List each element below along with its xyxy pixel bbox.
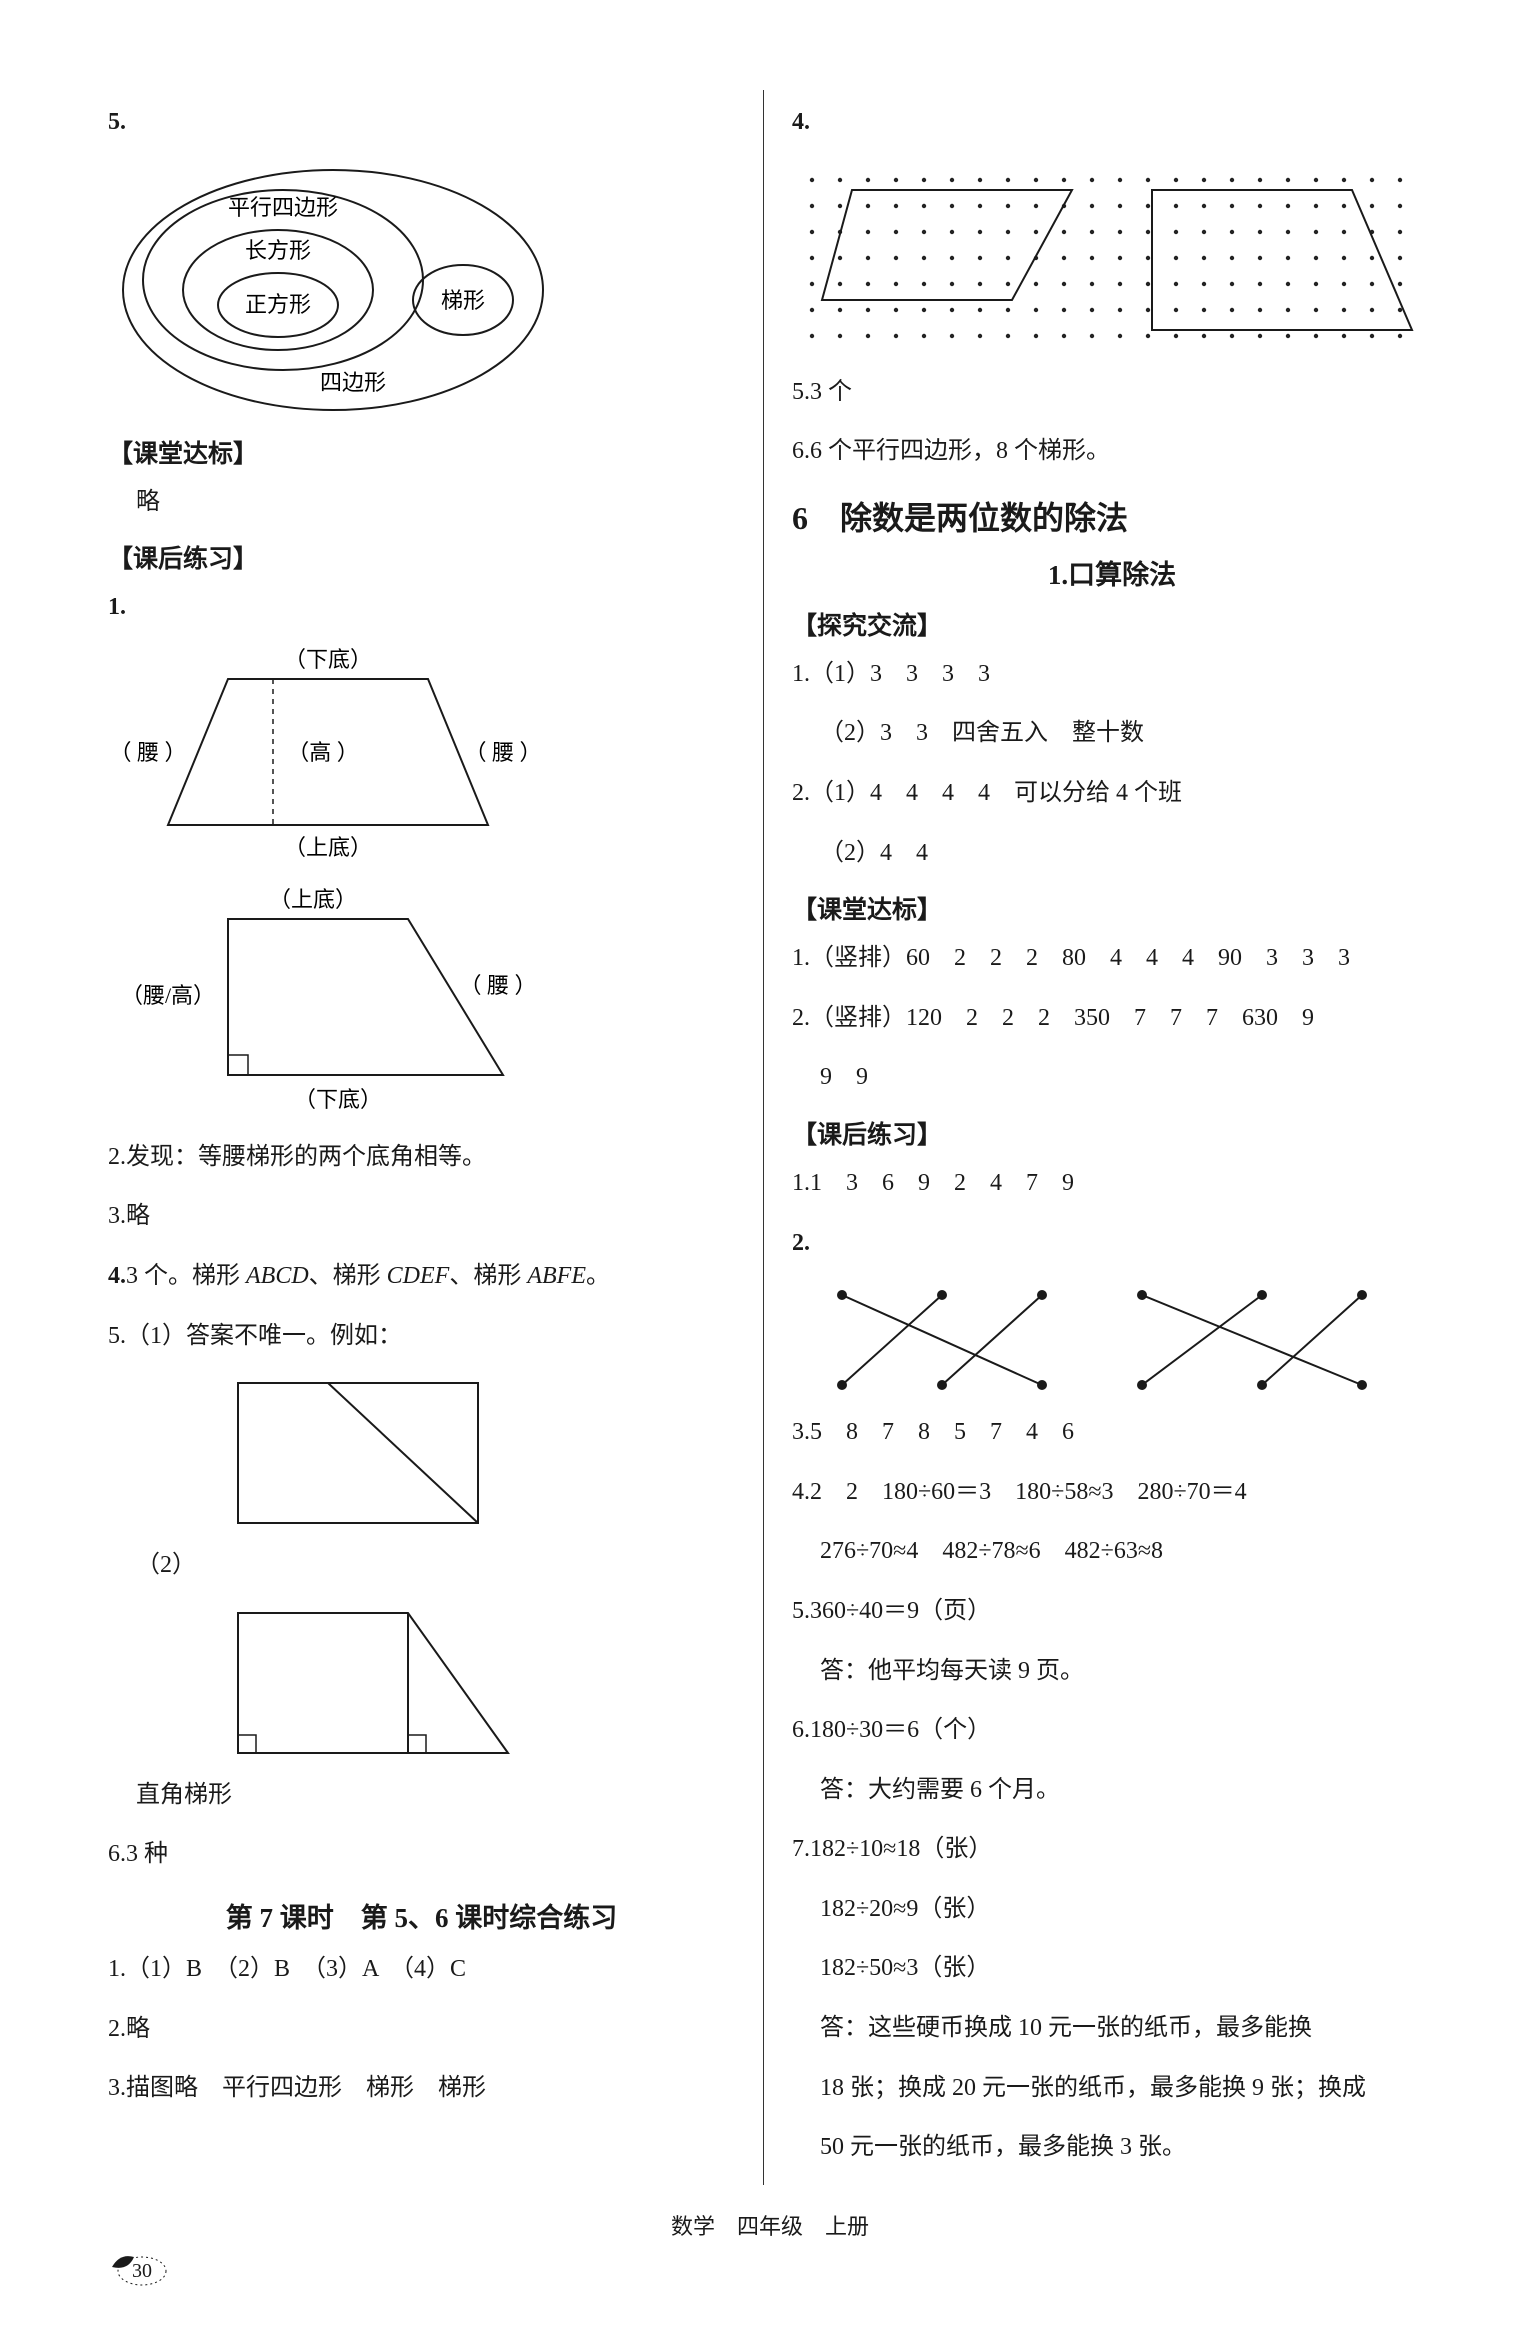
e2-1: 2.（1）4 4 4 4 可以分给 4 个班 [792,771,1432,817]
hw-q3: 3.略 [108,1194,735,1240]
hw-q4: 4.3 个。梯形 ABCD、梯形 CDEF、梯形 ABFE。 [108,1254,735,1300]
page-number: 30 [90,2247,1450,2291]
two-column-layout: 5. 平行四边形 长方形 正方形 梯形 四边形 【课堂达标】 略 【课后练习】 … [90,90,1450,2185]
right-trap-small [108,1603,735,1763]
svg-text:（ 腰 ）: （ 腰 ） [464,740,538,765]
r-q5: 5.3 个 [792,370,1432,416]
svg-text:（ 腰 ）: （ 腰 ） [459,973,536,998]
trapezoid-2: （上底） （腰/高） （ 腰 ） （下底） [108,885,735,1125]
hw-q1: 1. [108,585,735,631]
r-hw-label: 【课后练习】 [792,1115,1432,1151]
r-classroom-label: 【课堂达标】 [792,890,1432,926]
hw-q5-2: （2） [108,1543,735,1589]
q5-label: 5. [108,100,735,146]
hw6b: 答：大约需要 6 个月。 [792,1768,1432,1814]
right-column: 4. 5.3 个 6.6 个平行四边形，8 个梯形。 6 除数是两位数的除法 1… [764,90,1450,2185]
hw5b: 答：他平均每天读 9 页。 [792,1649,1432,1695]
page-footer: 数学 四年级 上册 [90,2209,1450,2241]
l7-q3: 3.描图略 平行四边形 梯形 梯形 [108,2066,735,2112]
rect-diag [108,1373,735,1533]
hw-q5-1: 5.（1）答案不唯一。例如： [108,1314,735,1360]
hw-q2: 2.发现：等腰梯形的两个底角相等。 [108,1135,735,1181]
dot-grid-shapes [792,160,1432,360]
svg-text:（下底）: （下底） [284,647,372,672]
hw5a: 5.360÷40＝9（页） [792,1589,1432,1635]
hw3: 3.5 8 7 8 5 7 4 6 [792,1410,1432,1456]
venn-side: 梯形 [441,288,485,313]
explore-label: 【探究交流】 [792,606,1432,642]
l7-q1: 1.（1）B （2）B （3）A （4）C [108,1947,735,1993]
hw7b: 182÷20≈9（张） [792,1887,1432,1933]
svg-text:（上底）: （上底） [269,887,357,912]
hw7d: 答：这些硬币换成 10 元一张的纸币，最多能换 [792,2006,1432,2052]
left-column: 5. 平行四边形 长方形 正方形 梯形 四边形 【课堂达标】 略 【课后练习】 … [90,90,764,2185]
section-homework: 【课后练习】 [108,539,735,575]
right-trap-label: 直角梯形 [108,1773,735,1819]
e1-1: 1.（1）3 3 3 3 [792,652,1432,698]
r-q6: 6.6 个平行四边形，8 个梯形。 [792,429,1432,475]
svg-text:（上底）: （上底） [284,835,372,860]
hw-q6: 6.3 种 [108,1832,735,1878]
classroom-answer: 略 [108,480,735,526]
venn-core: 正方形 [245,292,311,317]
hw7f: 50 元一张的纸币，最多能换 3 张。 [792,2125,1432,2171]
hw1: 1.1 3 6 9 2 4 7 9 [792,1161,1432,1207]
chapter-6-title: 6 除数是两位数的除法 [792,493,1432,539]
venn-outer: 四边形 [320,370,386,395]
lesson7-title: 第 7 课时 第 5、6 课时综合练习 [108,1896,735,1935]
hw2: 2. [792,1221,1432,1267]
da1: 1.（竖排）60 2 2 2 80 4 4 4 90 3 3 3 [792,936,1432,982]
hw4a: 4.2 2 180÷60＝3 180÷58≈3 280÷70＝4 [792,1470,1432,1516]
svg-text:（腰/高）: （腰/高） [121,983,215,1008]
hw7e: 18 张；换成 20 元一张的纸币，最多能换 9 张；换成 [792,2066,1432,2112]
subsection-title: 1.口算除法 [792,553,1432,592]
section-classroom: 【课堂达标】 [108,434,735,470]
svg-text:（下底）: （下底） [294,1087,382,1112]
da2: 2.（竖排）120 2 2 2 350 7 7 7 630 9 [792,996,1432,1042]
e1-2: （2）3 3 四舍五入 整十数 [792,711,1432,757]
trapezoid-1: （下底） （ 腰 ） （高 ） （ 腰 ） （上底） [108,645,735,875]
hw4b: 276÷70≈4 482÷78≈6 482÷63≈8 [792,1529,1432,1575]
hw7c: 182÷50≈3（张） [792,1946,1432,1992]
matching-diagram [792,1280,1432,1400]
venn-mid: 平行四边形 [228,195,338,220]
venn-diagram: 平行四边形 长方形 正方形 梯形 四边形 [108,160,735,420]
venn-inner: 长方形 [245,238,311,263]
svg-text:（高 ）: （高 ） [287,740,359,765]
e2-2: （2）4 4 [792,831,1432,877]
hw6a: 6.180÷30＝6（个） [792,1708,1432,1754]
l7-q2: 2.略 [108,2007,735,2053]
r-q4: 4. [792,100,1432,146]
da2b: 9 9 [792,1055,1432,1101]
hw7a: 7.182÷10≈18（张） [792,1827,1432,1873]
svg-text:（ 腰 ）: （ 腰 ） [109,740,186,765]
